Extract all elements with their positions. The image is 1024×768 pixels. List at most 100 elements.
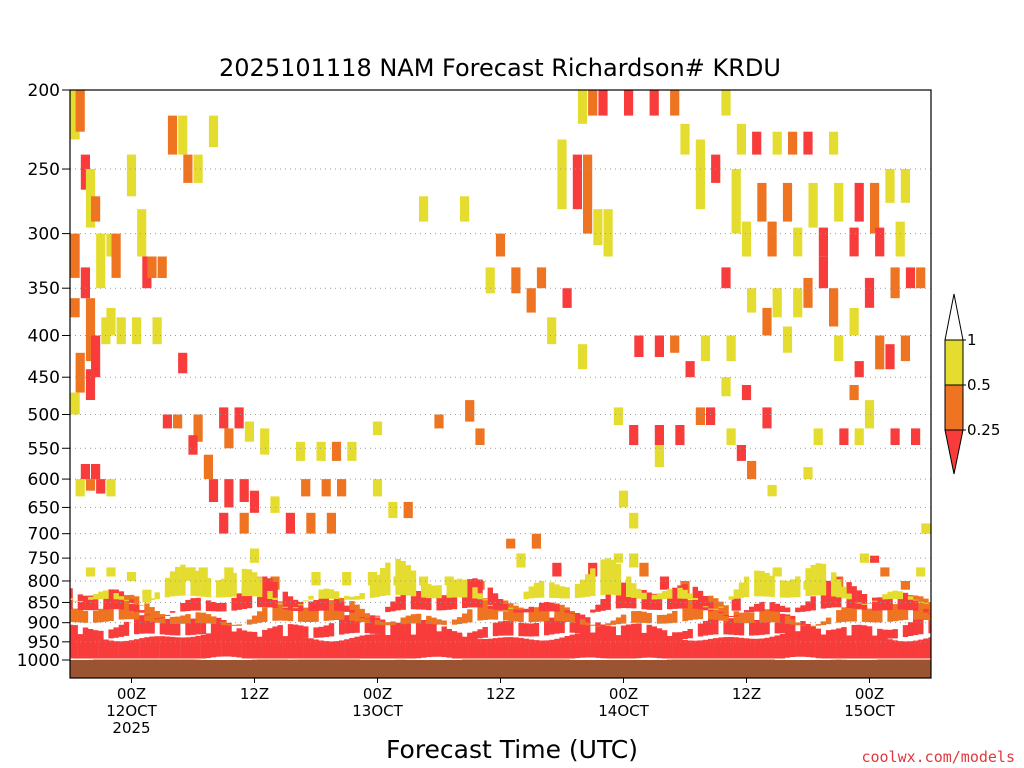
low-level-band-cell (810, 596, 816, 611)
heatmap-cell (152, 317, 162, 345)
low-level-band-cell (554, 604, 560, 612)
heatmap-cell (772, 567, 782, 577)
low-level-band-cell (349, 638, 355, 660)
heatmap-cell (372, 421, 383, 436)
low-level-band-cell (380, 621, 386, 626)
low-level-band-cell (856, 624, 862, 637)
low-level-band-cell (415, 591, 422, 610)
low-level-band-cell (72, 633, 78, 659)
low-level-band-cell (610, 634, 616, 660)
low-level-band-cell (687, 593, 693, 600)
low-level-band-cell (216, 603, 222, 612)
heatmap-cell (670, 90, 680, 116)
low-level-band-cell (93, 636, 99, 660)
heatmap-cell (736, 445, 746, 461)
low-level-band-cell (241, 568, 248, 597)
gridlines (70, 168, 931, 643)
low-level-band-cell (77, 609, 84, 623)
low-level-band-cell (907, 622, 914, 636)
heatmap-cell (818, 227, 828, 257)
heatmap-cell (326, 512, 336, 534)
low-level-band-cell (169, 636, 176, 660)
low-level-band-cell (200, 612, 207, 624)
heatmap-cell (659, 576, 670, 590)
low-level-band-cell (446, 629, 452, 639)
low-level-band-cell (805, 601, 811, 612)
heatmap-cell (726, 335, 736, 362)
heatmap-cell (347, 441, 357, 461)
low-level-band-cell (508, 637, 514, 660)
ytick-label-650: 650 (28, 498, 60, 518)
low-level-band-cell (426, 594, 432, 611)
low-level-band-cell (344, 605, 350, 612)
low-level-band-cell (123, 621, 130, 636)
heatmap-cell (921, 523, 931, 534)
low-level-band-cell (574, 613, 581, 633)
low-level-band-cell (333, 641, 340, 660)
low-level-band-cell (518, 637, 524, 660)
low-level-band-cell (672, 587, 678, 609)
low-level-band-cell (866, 603, 873, 604)
low-level-band-cell (339, 617, 345, 635)
low-level-band-cell (866, 626, 873, 638)
heatmap-cell (219, 512, 229, 534)
low-level-band-cell (713, 638, 719, 660)
low-level-band-cell (164, 636, 171, 660)
low-level-band-cell (585, 622, 591, 626)
low-level-band-cell (487, 638, 493, 660)
low-level-band-cell (656, 593, 663, 610)
low-level-band-cell (159, 636, 166, 660)
low-level-band-cell (738, 612, 745, 624)
low-level-band-cell (446, 632, 452, 658)
low-level-band-cell (544, 604, 550, 622)
low-level-band-cell (262, 607, 268, 622)
heatmap-cell (818, 256, 828, 289)
low-level-band-cell (323, 625, 329, 638)
low-level-band-cell (503, 637, 509, 660)
low-level-band-cell (667, 636, 673, 660)
heatmap-cell (849, 307, 859, 336)
heatmap-cell (342, 572, 352, 586)
heatmap-cell (91, 196, 101, 222)
heatmap-cell (388, 501, 398, 519)
low-level-band-cell (482, 598, 488, 620)
low-level-band-cell (241, 633, 248, 659)
low-level-band-cell (743, 576, 750, 598)
low-level-band-cell (585, 617, 591, 635)
low-level-band-cell (784, 632, 791, 658)
credit-link[interactable]: coolwx.com/models (861, 748, 1015, 766)
low-level-band-cell (579, 579, 586, 598)
heatmap-cell (239, 512, 249, 534)
low-level-band-cell (164, 618, 171, 635)
low-level-band-cell (374, 617, 381, 635)
low-level-band-cell (887, 639, 893, 660)
low-level-band-cell (190, 567, 196, 596)
low-level-band-cell (656, 615, 663, 624)
heatmap-cell (526, 288, 536, 313)
low-level-band-cell (451, 619, 458, 625)
low-level-band-cell (277, 625, 283, 637)
low-level-band-cell (103, 590, 109, 599)
low-level-band-cell (544, 602, 550, 612)
low-level-band-cell (421, 592, 427, 610)
low-level-band-cell (118, 641, 125, 660)
low-level-band-cell (354, 636, 360, 660)
low-level-band-cell (713, 608, 719, 610)
low-level-band-cell (154, 618, 160, 620)
low-level-band-cell (257, 636, 263, 660)
low-level-band-cell (313, 606, 319, 622)
low-level-band-cell (200, 574, 207, 597)
low-level-band-cell (897, 591, 903, 600)
legend-swatch-top-arrow (944, 293, 964, 341)
low-level-band-cell (651, 593, 657, 610)
low-level-band-cell (400, 635, 406, 660)
low-level-band-cell (902, 592, 909, 610)
low-level-band-cell (292, 599, 299, 611)
low-level-band-cell (790, 631, 796, 657)
low-level-band-cell (544, 619, 550, 636)
low-level-band-cell (200, 616, 207, 635)
low-level-band-cell (400, 561, 406, 596)
low-level-band-cell (431, 585, 437, 599)
low-level-band-cell (497, 610, 504, 612)
heatmap-cell (80, 267, 90, 299)
